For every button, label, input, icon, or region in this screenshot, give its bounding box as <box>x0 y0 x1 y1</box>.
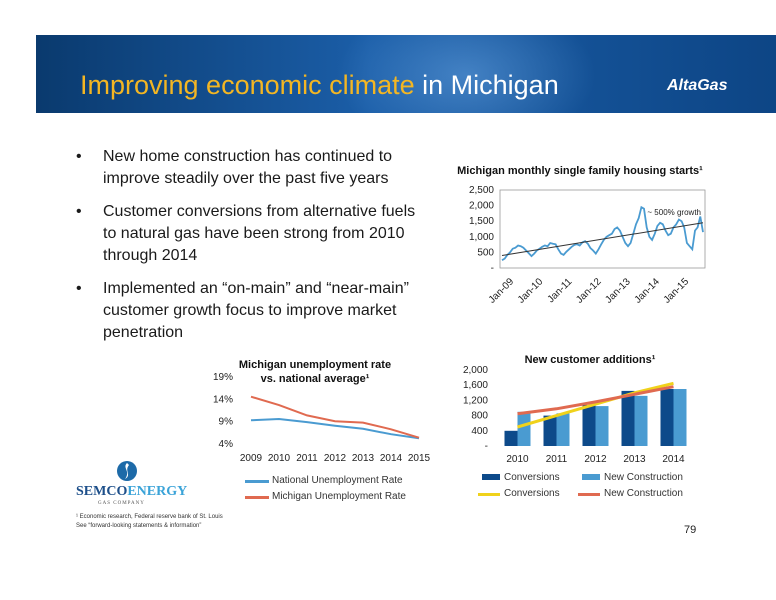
bar-new-construction <box>556 413 570 446</box>
y-tick-label: 400 <box>471 426 488 437</box>
y-tick-label: 14% <box>213 394 233 405</box>
x-tick-label: 2012 <box>324 453 347 464</box>
bar-new-construction <box>634 395 648 446</box>
y-tick-label: 2,000 <box>463 365 488 376</box>
legend-conversions-line: Conversions <box>504 488 560 499</box>
plot-frame <box>499 189 706 269</box>
x-tick-label: 2011 <box>546 454 568 465</box>
flame-swirl-icon <box>117 461 137 481</box>
x-tick-label: Jan-10 <box>516 276 546 306</box>
series-line <box>501 205 704 261</box>
x-tick-label: Jan-13 <box>603 276 633 306</box>
semco-sub: GAS COMPANY <box>98 501 145 506</box>
bar-conversions <box>621 390 635 446</box>
bar-new-construction <box>673 389 687 446</box>
semco-name-part2: ENERGY <box>127 484 188 499</box>
y-tick-label: 1,200 <box>463 395 488 406</box>
legend-swatch-conv-bar <box>482 474 500 480</box>
x-tick-label: Jan-14 <box>633 276 663 306</box>
footnote-forward-looking: See “forward-looking statements & inform… <box>76 523 202 529</box>
x-tick-label: 2011 <box>296 453 318 464</box>
y-tick-label: 1,500 <box>469 216 494 227</box>
x-tick-label: Jan-11 <box>546 276 575 305</box>
x-tick-label: 2013 <box>352 453 375 464</box>
legend-swatch-newc-line <box>578 493 600 496</box>
bar-conversions <box>582 404 596 446</box>
legend-michigan: Michigan Unemployment Rate <box>272 491 406 502</box>
bar-conversions <box>504 430 518 446</box>
x-tick-label: 2014 <box>662 454 685 465</box>
y-tick-label: - <box>485 441 488 452</box>
legend-newconstruction-bar: New Construction <box>604 472 683 483</box>
bar-new-construction <box>595 406 609 446</box>
title-rest: in Michigan <box>414 70 559 100</box>
bullet-list: New home construction has continued to i… <box>76 146 416 355</box>
legend-swatch-national <box>245 480 269 483</box>
legend-conversions-bar: Conversions <box>504 472 560 483</box>
title-banner <box>36 35 776 113</box>
y-tick-label: 500 <box>477 247 494 258</box>
y-tick-label: 1,600 <box>463 380 488 391</box>
x-tick-label: Jan-15 <box>662 276 692 306</box>
semco-name: SEMCOENERGY <box>76 484 187 500</box>
trend-line-new-construction <box>517 385 674 416</box>
unemployment-chart: Michigan unemployment rate vs. national a… <box>213 359 431 464</box>
trend-line-conversions <box>517 381 674 429</box>
x-tick-label: 2010 <box>506 454 529 465</box>
x-tick-label: 2013 <box>623 454 646 465</box>
footnote-source: ¹ Economic research, Federal reserve ban… <box>76 514 223 520</box>
banner-shine <box>336 35 596 113</box>
housing-starts-chart: Michigan monthly single family housing s… <box>457 165 706 306</box>
x-tick-label: 2010 <box>268 453 291 464</box>
y-tick-label: - <box>491 263 494 274</box>
y-tick-label: 2,500 <box>469 185 494 196</box>
legend-swatch-conv-line <box>478 493 500 496</box>
legend-newconstruction-line: New Construction <box>604 488 683 499</box>
x-tick-label: 2012 <box>584 454 607 465</box>
page-title: Improving economic climate in Michigan <box>80 70 559 101</box>
y-tick-label: 9% <box>219 417 234 428</box>
chart-title: New customer additions¹ <box>525 354 656 366</box>
x-tick-label: 2015 <box>408 453 431 464</box>
legend-national: National Unemployment Rate <box>272 475 403 486</box>
customer-additions-chart: New customer additions¹ 2,000 1,600 1,200 80… <box>463 354 687 465</box>
chart-title-line1: Michigan unemployment rate <box>239 359 391 371</box>
bar-conversions <box>660 389 674 446</box>
altagas-logo: AltaGas <box>667 77 728 94</box>
bar-conversions <box>543 415 557 446</box>
series-line <box>250 395 420 439</box>
bar-new-construction <box>517 411 531 446</box>
y-tick-label: 2,000 <box>469 201 494 212</box>
bullet-item: Implemented an “on-main” and “near-main”… <box>76 278 416 344</box>
x-tick-label: 2014 <box>380 453 403 464</box>
bullet-item: Customer conversions from alternative fu… <box>76 201 416 267</box>
trend-line <box>501 222 704 257</box>
page-number: 79 <box>684 524 697 536</box>
legend-swatch-michigan <box>245 496 269 499</box>
x-tick-label: 2009 <box>240 453 263 464</box>
x-tick-label: Jan-12 <box>574 276 604 306</box>
legend-swatch-newc-bar <box>582 474 600 480</box>
growth-annotation: ~ 500% growth <box>647 208 701 217</box>
y-tick-label: 19% <box>213 372 233 383</box>
semco-name-part1: SEMCO <box>76 484 128 499</box>
chart-title-line2: vs. national average¹ <box>261 373 370 385</box>
title-highlight: Improving economic climate <box>80 70 415 100</box>
series-line <box>250 417 420 440</box>
bullet-item: New home construction has continued to i… <box>76 146 416 190</box>
y-tick-label: 800 <box>471 411 488 422</box>
y-tick-label: 4% <box>219 439 234 450</box>
y-tick-label: 1,000 <box>469 232 494 243</box>
chart-title: Michigan monthly single family housing s… <box>457 165 703 177</box>
x-tick-label: Jan-09 <box>487 276 517 306</box>
semco-logo: SEMCOENERGY GAS COMPANY <box>76 459 187 509</box>
